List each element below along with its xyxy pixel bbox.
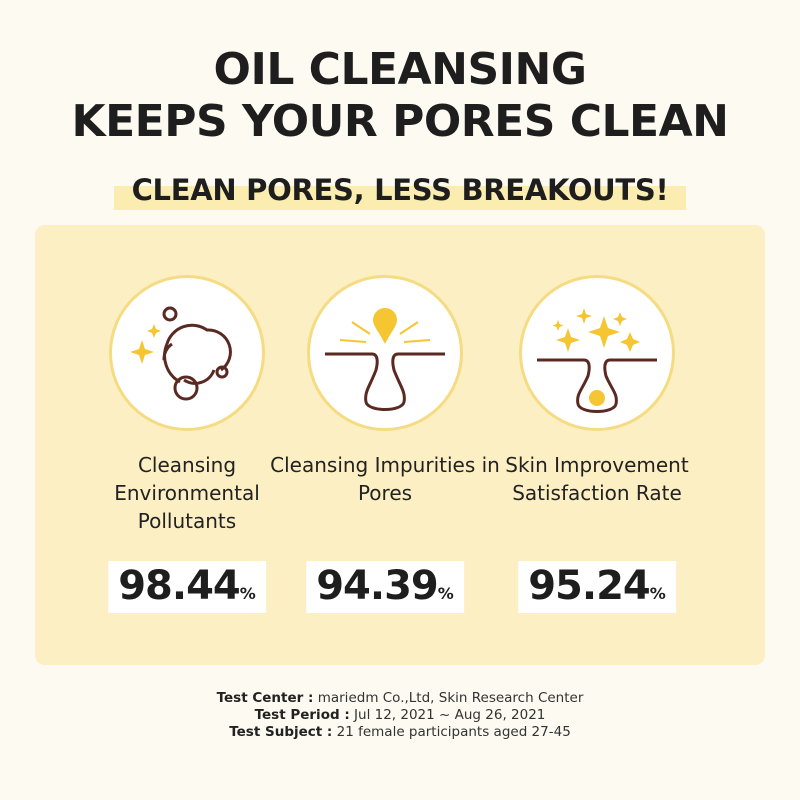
test-subject-key: Test Subject : xyxy=(229,724,333,740)
stat-value-box: 95.24% xyxy=(518,561,676,613)
stat-label: Skin Improvement Satisfaction Rate xyxy=(505,453,689,505)
test-period-key: Test Period : xyxy=(254,707,350,723)
test-center-key: Test Center : xyxy=(216,690,314,706)
test-center: Test Center : mariedm Co.,Ltd, Skin Rese… xyxy=(0,690,800,707)
test-center-value: mariedm Co.,Ltd, Skin Research Center xyxy=(313,690,584,706)
stat-unit: % xyxy=(649,584,666,603)
pore-impurities-out-icon xyxy=(307,275,463,431)
headline-line-2: KEEPS YOUR PORES CLEAN xyxy=(71,96,729,147)
stat-unit: % xyxy=(437,584,454,603)
stat-label: Cleansing Impurities in Pores xyxy=(270,453,500,505)
test-subject-value: 21 female participants aged 27-45 xyxy=(332,724,571,740)
stat-value: 95.24 xyxy=(528,563,651,609)
stat-value: 94.39 xyxy=(316,563,439,609)
stats-panel: Cleansing Environmental Pollutants 98.44… xyxy=(35,225,765,665)
test-period-value: Jul 12, 2021 ~ Aug 26, 2021 xyxy=(349,707,546,723)
stat-label: Cleansing Environmental Pollutants xyxy=(114,453,260,533)
stat-value-box: 98.44% xyxy=(108,561,266,613)
subheadline: CLEAN PORES, LESS BREAKOUTS! xyxy=(113,170,687,210)
bubbles-sparkle-icon xyxy=(109,275,265,431)
stat-unit: % xyxy=(239,584,256,603)
test-period: Test Period : Jul 12, 2021 ~ Aug 26, 202… xyxy=(0,707,800,724)
test-info: Test Center : mariedm Co.,Ltd, Skin Rese… xyxy=(0,690,800,741)
stat-value: 98.44 xyxy=(118,563,241,609)
stat-value-box: 94.39% xyxy=(306,561,464,613)
headline-line-1: OIL CLEANSING xyxy=(213,44,587,95)
pore-sparkle-icon xyxy=(519,275,675,431)
test-subject: Test Subject : 21 female participants ag… xyxy=(0,724,800,741)
